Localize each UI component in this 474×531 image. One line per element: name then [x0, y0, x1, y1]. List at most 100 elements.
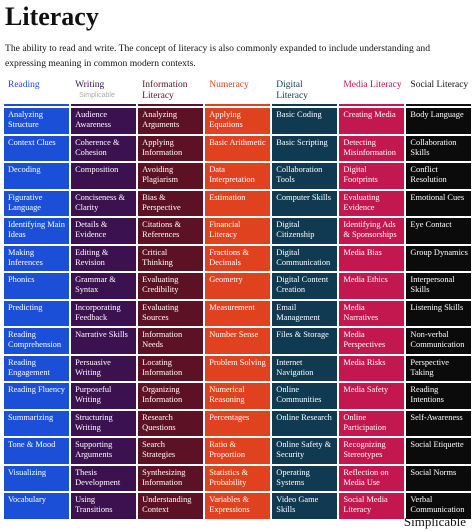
skill-cell: Using Transitions	[71, 493, 136, 519]
skill-cell: Context Clues	[4, 135, 69, 161]
skill-cell: Thesis Development	[71, 465, 136, 491]
skill-cell: Basic Arithmetic	[205, 135, 270, 161]
skill-cell: Basic Scripting	[272, 135, 337, 161]
skill-cell: Evaluating Evidence	[339, 190, 404, 216]
skill-cell: Variables & Expressions	[205, 493, 270, 519]
skill-cell: Geometry	[205, 273, 270, 299]
skill-cell: Measurement	[205, 300, 270, 326]
skill-cell: Decoding	[4, 163, 69, 189]
skill-cell: Internet Navigation	[272, 355, 337, 381]
skill-cell: Social Media Literacy	[339, 493, 404, 519]
column: Numeracy Applying Equations Basic Arithmet…	[205, 78, 270, 519]
skill-cell: Media Narratives	[339, 300, 404, 326]
skill-cell: Group Dynamics	[406, 245, 471, 271]
skill-cell: Email Management	[272, 300, 337, 326]
skill-cell: Ratio & Proportion	[205, 438, 270, 464]
skill-cell: Social Norms	[406, 465, 471, 491]
skill-cell: Research Questions	[138, 410, 203, 436]
skill-cell: Computer Skills	[272, 190, 337, 216]
skill-cell: Perspective Taking	[406, 355, 471, 381]
skill-cell: Evaluating Credibility	[138, 273, 203, 299]
skill-cell: Evaluating Sources	[138, 300, 203, 326]
skill-cell: Grammar & Syntax	[71, 273, 136, 299]
skill-cell: Body Language	[406, 108, 471, 134]
skill-cell: Tone & Mood	[4, 438, 69, 464]
skill-cell: Avoiding Plagiarism	[138, 163, 203, 189]
skill-cell: Interpersonal Skills	[406, 273, 471, 299]
skill-cell: Non-verbal Communication	[406, 328, 471, 354]
skill-cell: Understanding Context	[138, 493, 203, 519]
skill-cell: Media Ethics	[339, 273, 404, 299]
description: The ability to read and write. The conce…	[5, 43, 431, 69]
skill-cell: Bias & Perspective	[138, 190, 203, 216]
skill-cell: Locating Information	[138, 355, 203, 381]
column: Media Literacy Creating Media Detecting Mi…	[339, 78, 404, 519]
column-title: Numeracy	[205, 78, 270, 106]
skill-cell: Visualizing	[4, 465, 69, 491]
skill-cell: Conflict Resolution	[406, 163, 471, 189]
skill-cell: Citations & References	[138, 218, 203, 244]
skill-cell: Critical Thinking	[138, 245, 203, 271]
skill-cell: Supporting Arguments	[71, 438, 136, 464]
footer: Simplicable	[403, 514, 466, 529]
literacy-grid: Reading Analyzing Structure Context Clues D…	[4, 78, 471, 519]
column-title: Social Literacy	[406, 78, 471, 106]
skill-cell: Media Risks	[339, 355, 404, 381]
skill-cell: Verbal Communication	[406, 493, 471, 519]
skill-cell: Basic Coding	[272, 108, 337, 134]
skill-cell: Reading Engagement	[4, 355, 69, 381]
skill-cell: Phonics	[4, 273, 69, 299]
skill-cell: Listening Skills	[406, 300, 471, 326]
skill-cell: Problem Solving	[205, 355, 270, 381]
skill-cell: Financial Literacy	[205, 218, 270, 244]
skill-cell: Reflection on Media Use	[339, 465, 404, 491]
skill-cell: Identifying Main Ideas	[4, 218, 69, 244]
skill-cell: Digital Footprints	[339, 163, 404, 189]
skill-cell: Collaboration Tools	[272, 163, 337, 189]
skill-cell: Media Safety	[339, 383, 404, 409]
skill-cell: Making Inferences	[4, 245, 69, 271]
skill-cell: Detecting Misinformation	[339, 135, 404, 161]
skill-cell: Emotional Cues	[406, 190, 471, 216]
column-title: Writing Simplicable	[71, 78, 136, 106]
skill-cell: Synthesizing Information	[138, 465, 203, 491]
skill-cell: Creating Media	[339, 108, 404, 134]
skill-cell: Conciseness & Clarity	[71, 190, 136, 216]
column: Digital Literacy Basic Coding Basic Script…	[272, 78, 337, 519]
skill-cell: Recognizing Stereotypes	[339, 438, 404, 464]
column-title: Digital Literacy	[272, 78, 337, 106]
skill-cell: Incorporating Feedback	[71, 300, 136, 326]
skill-cell: Narrative Skills	[71, 328, 136, 354]
skill-cell: Files & Storage	[272, 328, 337, 354]
column: Social Literacy Body Language Collaboratio…	[406, 78, 471, 519]
title: Literacy	[5, 2, 99, 31]
skill-cell: Composition	[71, 163, 136, 189]
skill-cell: Online Participation	[339, 410, 404, 436]
skill-cell: Audience Awareness	[71, 108, 136, 134]
skill-cell: Video Game Skills	[272, 493, 337, 519]
skill-cell: Social Etiquette	[406, 438, 471, 464]
skill-cell: Collaboration Skills	[406, 135, 471, 161]
skill-cell: Information Needs	[138, 328, 203, 354]
skill-cell: Digital Citizenship	[272, 218, 337, 244]
skill-cell: Digital Communication	[272, 245, 337, 271]
skill-cell: Vocabulary	[4, 493, 69, 519]
skill-cell: Figurative Language	[4, 190, 69, 216]
skill-cell: Summarizing	[4, 410, 69, 436]
skill-cell: Self-Awareness	[406, 410, 471, 436]
skill-cell: Online Safety & Security	[272, 438, 337, 464]
skill-cell: Numerical Reasoning	[205, 383, 270, 409]
skill-cell: Editing & Revision	[71, 245, 136, 271]
skill-cell: Organizing Information	[138, 383, 203, 409]
column: Information Literacy Analyzing Arguments A…	[138, 78, 203, 519]
skill-cell: Applying Equations	[205, 108, 270, 134]
skill-cell: Media Bias	[339, 245, 404, 271]
skill-cell: Media Perspectives	[339, 328, 404, 354]
skill-cell: Number Sense	[205, 328, 270, 354]
skill-cell: Persuasive Writing	[71, 355, 136, 381]
skill-cell: Percentages	[205, 410, 270, 436]
skill-cell: Applying Information	[138, 135, 203, 161]
skill-cell: Operating Systems	[272, 465, 337, 491]
skill-cell: Reading Comprehension	[4, 328, 69, 354]
